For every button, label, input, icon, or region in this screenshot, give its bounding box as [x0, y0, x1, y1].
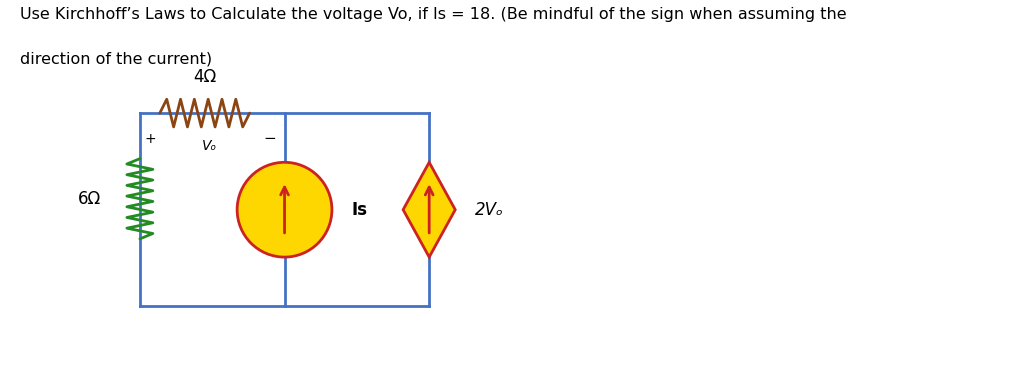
Text: Is: Is [352, 201, 367, 219]
Text: Use Kirchhoff’s Laws to Calculate the voltage Vo, if Is = 18. (Be mindful of the: Use Kirchhoff’s Laws to Calculate the vo… [20, 7, 847, 22]
Text: −: − [264, 131, 276, 146]
Polygon shape [403, 162, 455, 257]
Text: 6Ω: 6Ω [78, 190, 102, 208]
Text: direction of the current): direction of the current) [20, 51, 213, 66]
Text: 4Ω: 4Ω [193, 68, 217, 86]
Text: +: + [144, 132, 156, 145]
Ellipse shape [237, 162, 332, 257]
Text: 2Vₒ: 2Vₒ [475, 201, 504, 219]
Text: Vₒ: Vₒ [203, 139, 217, 153]
